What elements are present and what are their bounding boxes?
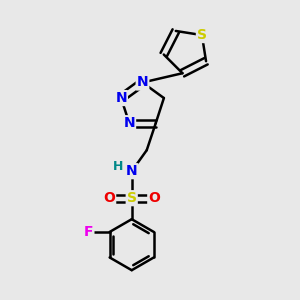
- Text: S: S: [127, 191, 137, 205]
- Text: F: F: [84, 225, 93, 239]
- Text: O: O: [148, 191, 160, 205]
- Text: H: H: [113, 160, 123, 173]
- Text: N: N: [137, 76, 148, 89]
- Text: N: N: [126, 164, 137, 178]
- Text: N: N: [115, 91, 127, 105]
- Text: O: O: [103, 191, 115, 205]
- Text: N: N: [124, 116, 135, 130]
- Text: S: S: [197, 28, 207, 42]
